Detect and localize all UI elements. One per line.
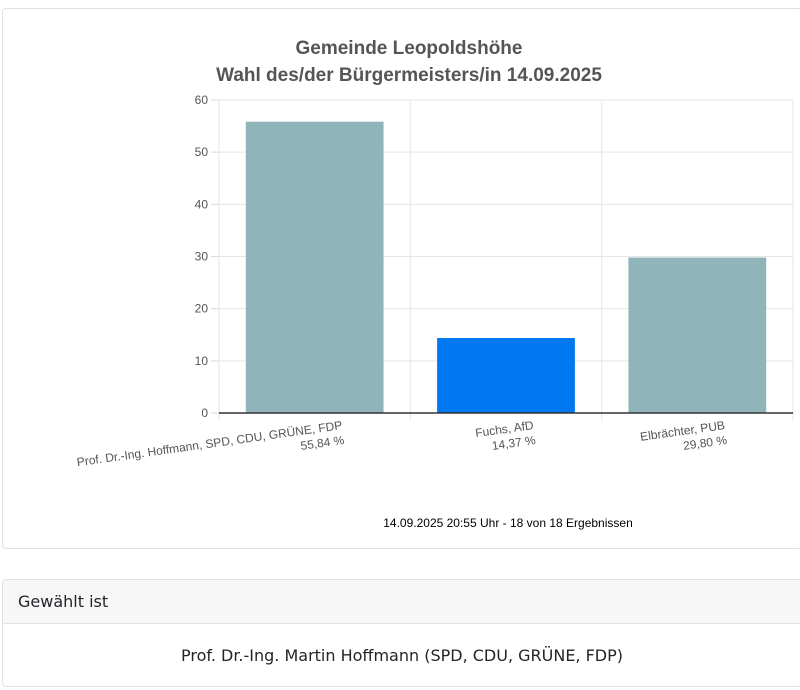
bar	[628, 257, 767, 413]
winner-name: Prof. Dr.-Ing. Martin Hoffmann (SPD, CDU…	[180, 646, 624, 665]
y-tick-label: 50	[195, 145, 209, 159]
bar-value-label: 55,84 %	[300, 433, 346, 453]
result-card: Gewählt ist Prof. Dr.-Ing. Martin Hoffma…	[2, 579, 800, 687]
y-tick-label: 60	[195, 93, 209, 107]
y-tick-label: 0	[201, 406, 208, 420]
x-axis: Prof. Dr.-Ing. Hoffmann, SPD, CDU, GRÜNE…	[76, 418, 728, 469]
y-tick-label: 20	[195, 302, 209, 316]
result-header: Gewählt ist	[3, 580, 800, 624]
chart-footnote: 14.09.2025 20:55 Uhr - 18 von 18 Ergebni…	[383, 516, 633, 530]
chart-bars	[219, 121, 793, 414]
bar-value-label: 14,37 %	[491, 433, 537, 453]
y-tick-label: 40	[195, 197, 209, 211]
chart-title: Gemeinde Leopoldshöhe	[296, 38, 523, 59]
bar-chart: Gemeinde Leopoldshöhe Wahl des/der Bürge…	[76, 38, 794, 530]
bar	[245, 121, 384, 414]
chart-card: Gemeinde Leopoldshöhe Wahl des/der Bürge…	[2, 8, 800, 549]
bar-value-label: 29,80 %	[682, 433, 728, 453]
y-tick-label: 10	[195, 354, 209, 368]
y-tick-label: 30	[195, 250, 209, 264]
chart-subtitle: Wahl des/der Bürgermeisters/in 14.09.202…	[216, 65, 602, 86]
y-axis: 0 10 20 30 40 50 60	[195, 93, 219, 420]
x-label-group: Prof. Dr.-Ing. Hoffmann, SPD, CDU, GRÜNE…	[76, 418, 346, 469]
bar	[437, 338, 575, 413]
